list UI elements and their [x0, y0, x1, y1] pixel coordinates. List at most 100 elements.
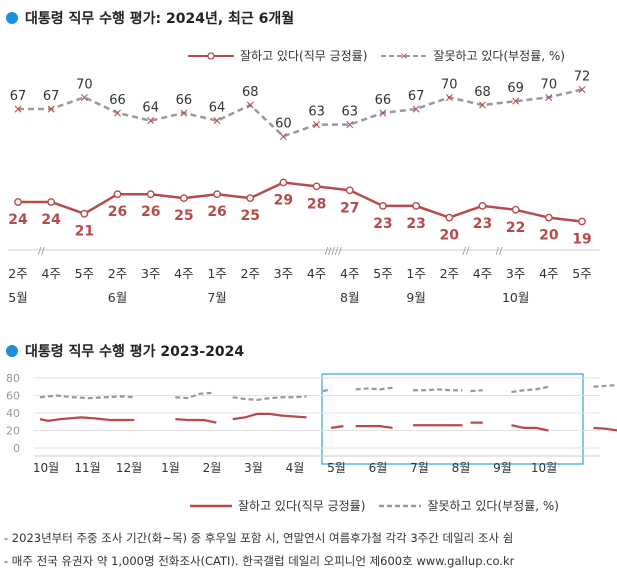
month-label: 10월 — [502, 290, 529, 305]
disapprove-point: × — [345, 118, 355, 132]
disapprove-line-segment — [355, 386, 393, 391]
axis-break-mark: // — [496, 246, 503, 257]
x-tick-label: 4주 — [473, 266, 492, 281]
disapprove-line-segment — [175, 391, 213, 400]
x-tick-label: 1주 — [207, 266, 226, 281]
approve-value-label: 26 — [108, 204, 127, 220]
y-tick-label: 40 — [6, 407, 20, 420]
chart1-legend: 잘하고 있다(직무 긍정률) × 잘못하고 있다(부정률, %) — [188, 47, 579, 64]
disapprove-line-segment — [413, 388, 463, 392]
approve-point — [412, 201, 421, 210]
chart2-title-text: 대통령 직무 수행 평가 2023-2024 — [25, 344, 245, 360]
x-tick-label: 4주 — [41, 266, 60, 281]
approve-line-segment — [511, 424, 549, 432]
month-label: 10월 — [33, 461, 59, 475]
legend-approve: 잘하고 있다(직무 긍정률) — [188, 47, 367, 64]
x-tick-label: 5주 — [373, 266, 392, 281]
y-tick-label: 0 — [13, 442, 20, 455]
disapprove-value-label: 64 — [142, 101, 159, 116]
disapprove-point: × — [577, 83, 587, 97]
x-tick-label: 2주 — [440, 266, 459, 281]
disapprove-line-segment — [470, 389, 483, 393]
approve-point — [578, 217, 586, 226]
x-tick-label: 3주 — [274, 266, 293, 281]
approve-value-label: 23 — [373, 216, 392, 232]
approve-value-label: 19 — [572, 232, 591, 248]
chart2-legend: 잘하고 있다(직무 긍정률) 잘못하고 있다(부정률, %) — [190, 497, 573, 514]
disapprove-line-segment — [322, 388, 332, 393]
x-tick-label: 5주 — [75, 266, 94, 281]
chart2-title: 대통령 직무 수행 평가 2023-2024 — [6, 341, 244, 361]
approve-value-label: 24 — [41, 212, 61, 228]
disapprove-point: × — [444, 90, 454, 104]
disapprove-point: × — [278, 129, 288, 143]
disapprove-line-segment — [593, 383, 617, 388]
disapprove-point: × — [544, 90, 554, 104]
approve-point — [511, 205, 520, 214]
axis-break-mark: // — [463, 246, 470, 257]
recent-6-months-box — [321, 373, 584, 465]
month-label: 8월 — [340, 290, 359, 305]
approve-line-segment — [232, 412, 307, 421]
disapprove-value-label: 68 — [474, 85, 491, 100]
x-tick-label: 3주 — [141, 266, 160, 281]
approve-line-segment — [39, 416, 135, 422]
y-tick-label: 80 — [6, 372, 20, 385]
disapprove-point: × — [212, 114, 222, 128]
x-tick-label: 3주 — [506, 266, 525, 281]
x-tick-label: 2주 — [8, 266, 27, 281]
x-tick-label: 4주 — [539, 266, 558, 281]
disapprove-value-label: 66 — [375, 93, 392, 108]
disapprove-value-label: 70 — [441, 77, 458, 92]
disapprove-point: × — [511, 94, 521, 108]
chart2-plot: 0 20 40 60 80 10월 11월 12월 1월 2월 3월 4월 5월 6월 7월 8월 9월 10월 — [6, 372, 617, 475]
approve-point — [246, 194, 255, 203]
approve-point — [146, 190, 155, 199]
month-label: 5월 — [327, 461, 346, 475]
approve-point — [478, 201, 487, 210]
x-tick-label: 1주 — [406, 266, 425, 281]
disapprove-value-label: 67 — [43, 89, 60, 104]
chart1-title: 대통령 직무 수행 평가: 2024년, 최근 6개월 — [6, 8, 294, 28]
month-label: 2월 — [203, 461, 222, 475]
month-label: 9월 — [493, 461, 512, 475]
disapprove-value-label: 63 — [341, 105, 358, 120]
legend2-approve-label: 잘하고 있다(직무 긍정률) — [238, 499, 366, 513]
disapprove-value-label: 63 — [308, 105, 325, 120]
legend-disapprove: × 잘못하고 있다(부정률, %) — [381, 47, 565, 64]
legend-disapprove-line-icon: × — [381, 51, 428, 61]
approve-value-label: 25 — [174, 208, 193, 224]
approve-value-label: 26 — [141, 204, 160, 220]
x-tick-label: 4주 — [307, 266, 326, 281]
axis-break-mark: // — [38, 246, 45, 257]
disapprove-point: × — [179, 106, 189, 120]
approve-line — [18, 181, 583, 223]
legend2-disapprove-label: 잘못하고 있다(부정률, %) — [427, 499, 559, 513]
month-label: 1월 — [161, 461, 180, 475]
approve-value-label: 23 — [473, 216, 492, 232]
approve-value-label: 20 — [539, 228, 559, 244]
approve-value-label: 24 — [8, 212, 28, 228]
approve-point — [80, 209, 89, 218]
disapprove-line-segment — [232, 395, 307, 401]
approve-point — [544, 213, 553, 222]
approve-line-segment — [330, 425, 344, 429]
disapprove-value-label: 64 — [209, 101, 226, 116]
x-tick-label: 2주 — [241, 266, 260, 281]
x-tick-label: 5주 — [572, 266, 591, 281]
approve-line-segment — [355, 425, 393, 429]
disapprove-point: × — [477, 98, 487, 112]
disapprove-value-label: 67 — [10, 89, 27, 104]
approve-value-label: 21 — [75, 224, 94, 240]
disapprove-point: × — [112, 106, 122, 120]
approve-value-label: 29 — [274, 193, 293, 209]
disapprove-value-label: 69 — [507, 81, 524, 96]
approve-value-label: 22 — [506, 220, 525, 236]
disapprove-point: × — [245, 98, 255, 112]
month-label: 8월 — [452, 461, 471, 475]
approve-point — [213, 190, 221, 199]
disapprove-point: × — [312, 118, 322, 132]
month-label: 6월 — [369, 461, 388, 475]
disapprove-point: × — [13, 102, 23, 116]
